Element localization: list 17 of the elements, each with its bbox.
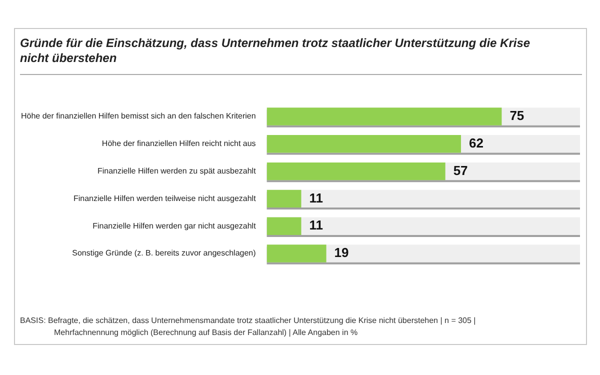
y-tick-label: Finanzielle Hilfen werden teilweise nicht ausgezahlt <box>73 194 257 203</box>
data-label: 19 <box>334 245 349 260</box>
data-label: 57 <box>453 162 468 178</box>
y-tick-label: Sonstige Gründe (z. B. bereits zuvor angeschlagen) <box>72 248 256 258</box>
data-label: 11 <box>309 218 323 233</box>
bar <box>266 244 326 262</box>
data-label: 75 <box>510 108 524 124</box>
bar <box>266 217 302 235</box>
text: BASIS: Befragte, die schätzen, dass Unternehmensmandate trotz staatlicher Unterstützung die Krise nicht überstehen | n = 305 | Mehrfachnennung möglich (Berechnung auf Basis der Fallanzahl) | Alle Angaben in % <box>20 315 477 339</box>
y-tick-label: Finanzielle Hilfen werden zu spät ausbezahlt <box>97 166 257 176</box>
chart-title: Gründe für die Einschätzung, dass Unternehmen trotz staatlicher Unterstützung die Krise nicht überstehen <box>20 36 532 66</box>
bar <box>266 190 302 208</box>
y-tick-label: Höhe der finanziellen Hilfen bemisst sich an den falschen Kriterien <box>20 112 256 121</box>
data-label: 62 <box>468 135 484 150</box>
y-tick-label: Finanzielle Hilfen werden gar nicht ausgezahlt <box>92 221 257 230</box>
y-tick-label: Höhe der finanziellen Hilfen reicht nicht aus <box>102 139 256 148</box>
data-label: 11 <box>309 190 323 206</box>
